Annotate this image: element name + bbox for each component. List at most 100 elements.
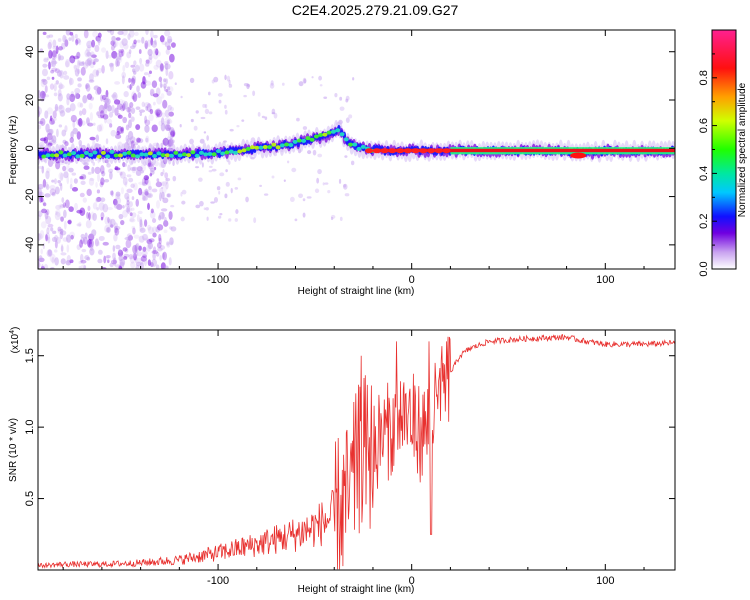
noise-speckle [199, 200, 204, 207]
noise-speckle [161, 112, 166, 118]
noise-speckle [118, 264, 122, 269]
noise-speckle [118, 213, 124, 220]
noise-speckle [57, 38, 62, 42]
noise-speckle [101, 94, 107, 101]
noise-speckle [59, 182, 63, 191]
noise-speckle [67, 219, 72, 225]
noise-speckle [118, 266, 123, 269]
noise-speckle [115, 193, 121, 200]
noise-speckle [44, 110, 49, 119]
noise-speckle [162, 99, 168, 109]
noise-speckle [149, 88, 155, 93]
noise-speckle [54, 257, 59, 266]
noise-speckle [144, 72, 149, 76]
noise-speckle [75, 39, 79, 46]
noise-speckle [89, 59, 95, 69]
noise-speckle [338, 178, 342, 184]
colorbar-label: Normalized spectral amplitude [737, 82, 748, 217]
ridge-blob [62, 153, 68, 158]
snr-panel: -100 0 100 0.5 1.0 1.5 Height of straight lin… [8, 327, 676, 595]
noise-speckle [47, 226, 50, 230]
ridge-blob [169, 153, 175, 158]
noise-speckle [68, 167, 74, 173]
noise-speckle [65, 107, 72, 113]
noise-speckle [314, 188, 320, 194]
noise-speckle [158, 211, 165, 220]
noise-speckle [130, 261, 136, 269]
noise-speckle [226, 75, 231, 82]
noise-speckle [166, 90, 172, 96]
noise-speckle [44, 181, 49, 189]
ridge-blob [347, 142, 353, 147]
noise-speckle [153, 101, 156, 106]
noise-speckle [41, 165, 45, 174]
noise-speckle [85, 117, 90, 125]
noise-speckle [165, 177, 171, 182]
noise-speckle [38, 110, 41, 118]
noise-speckle [115, 133, 122, 140]
noise-speckle [128, 30, 135, 38]
noise-speckle [159, 255, 162, 261]
ridge-blob [160, 153, 166, 158]
noise-speckle [38, 233, 43, 241]
noise-speckle [167, 119, 173, 124]
noise-speckle [95, 69, 100, 76]
noise-speckle [50, 138, 54, 142]
noise-speckle [68, 77, 72, 86]
noise-speckle [124, 181, 128, 188]
noise-speckle [161, 181, 167, 187]
noise-speckle [147, 242, 154, 250]
noise-speckle [114, 196, 122, 205]
noise-speckle [111, 94, 117, 98]
noise-speckle [141, 181, 148, 187]
noise-speckle [158, 161, 165, 168]
noise-speckle [312, 149, 317, 156]
noise-speckle [82, 95, 89, 103]
noise-speckle [195, 204, 201, 209]
noise-speckle [142, 233, 148, 241]
noise-speckle [94, 166, 101, 175]
noise-speckle [49, 115, 53, 122]
ridge-blob [71, 151, 77, 156]
noise-speckle [135, 106, 141, 111]
noise-speckle [142, 75, 146, 85]
noise-speckle [156, 111, 160, 118]
noise-speckle [76, 223, 82, 227]
noise-speckle [41, 208, 47, 214]
noise-speckle [96, 111, 101, 117]
noise-speckle [124, 248, 129, 253]
ridge-blob [75, 154, 81, 159]
noise-speckle [160, 172, 164, 177]
noise-speckle [138, 63, 145, 72]
noise-speckle [166, 119, 171, 125]
noise-speckle [79, 192, 85, 198]
noise-speckle [199, 138, 205, 144]
noise-speckle [141, 250, 148, 257]
noise-speckle [38, 121, 44, 125]
noise-speckle [88, 102, 93, 110]
noise-speckle [125, 203, 130, 208]
noise-speckle [142, 254, 147, 258]
noise-speckle [118, 249, 122, 254]
noise-speckle [83, 165, 90, 170]
noise-speckle [101, 47, 107, 53]
noise-speckle [75, 38, 81, 44]
noise-speckle [52, 230, 57, 235]
noise-speckle [209, 165, 213, 168]
x-tick-label: 0 [409, 575, 415, 587]
carrier-blob [427, 148, 436, 154]
noise-speckle [302, 212, 306, 218]
noise-speckle [164, 109, 171, 118]
noise-speckle [116, 203, 123, 211]
noise-speckle [168, 210, 173, 220]
noise-speckle [135, 242, 140, 250]
noise-speckle [121, 38, 128, 47]
noise-speckle [166, 242, 171, 248]
noise-speckle [122, 161, 126, 168]
noise-speckle [92, 212, 97, 221]
noise-speckle [112, 92, 118, 101]
noise-speckle [149, 262, 154, 268]
noise-speckle [69, 137, 74, 143]
noise-speckle [119, 127, 124, 132]
ridge-blob [177, 153, 183, 158]
